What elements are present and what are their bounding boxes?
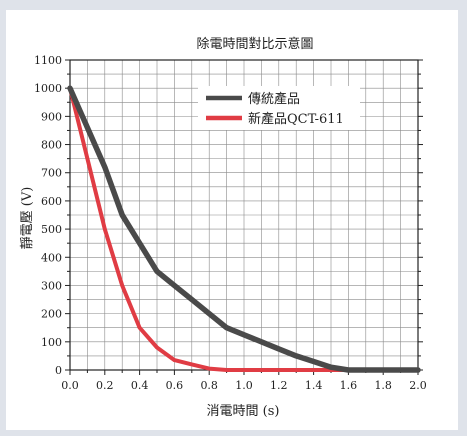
- legend: 傳統產品 新產品QCT-611: [198, 86, 360, 130]
- y-tick-label: 600: [41, 195, 62, 208]
- x-tick-labels: 0.0 0.2 0.4 0.6 0.8 1.0 1.2 1.4 1.6 1.8 2.0: [61, 379, 427, 392]
- x-tick-label: 1.0: [235, 379, 253, 392]
- y-tick-label: 200: [41, 308, 62, 321]
- y-tick-label: 900: [41, 110, 62, 123]
- chart-title: 除電時間對比示意圖: [196, 36, 313, 52]
- y-tick-label: 800: [41, 139, 62, 152]
- y-tick-label: 300: [41, 279, 62, 292]
- x-tick-label: 0.0: [61, 379, 79, 392]
- x-tick-label: 0.2: [96, 379, 114, 392]
- y-tick-label: 1100: [34, 54, 62, 67]
- x-tick-label: 0.4: [131, 379, 149, 392]
- chart-card: [6, 10, 458, 430]
- y-tick-label: 400: [41, 251, 62, 264]
- series-line-traditional: [67, 85, 421, 373]
- tick-marks: [65, 59, 423, 375]
- series-lines: [67, 85, 421, 373]
- y-tick-label: 100: [41, 336, 62, 349]
- x-tick-label: 1.6: [340, 379, 358, 392]
- x-tick-label: 0.6: [166, 379, 184, 392]
- y-tick-label: 500: [41, 223, 62, 236]
- x-axis-label: 消電時間 (s): [207, 404, 280, 419]
- legend-label-qct611: 新產品QCT-611: [248, 111, 344, 127]
- x-tick-label: 1.2: [270, 379, 288, 392]
- y-tick-label: 1000: [34, 82, 62, 95]
- y-tick-labels: 0 100 200 300 400 500 600 700 800 900 1000 1100: [34, 54, 62, 377]
- legend-box: [198, 86, 360, 130]
- y-axis-label: 靜電壓 (V): [20, 187, 35, 250]
- x-tick-label: 0.8: [200, 379, 218, 392]
- series-line-qct611: [68, 86, 420, 372]
- x-tick-label: 2.0: [409, 379, 427, 392]
- legend-label-traditional: 傳統產品: [248, 91, 300, 107]
- y-tick-label: 700: [41, 167, 62, 180]
- x-tick-label: 1.8: [374, 379, 392, 392]
- x-tick-label: 1.4: [305, 379, 323, 392]
- y-tick-label: 0: [55, 364, 62, 377]
